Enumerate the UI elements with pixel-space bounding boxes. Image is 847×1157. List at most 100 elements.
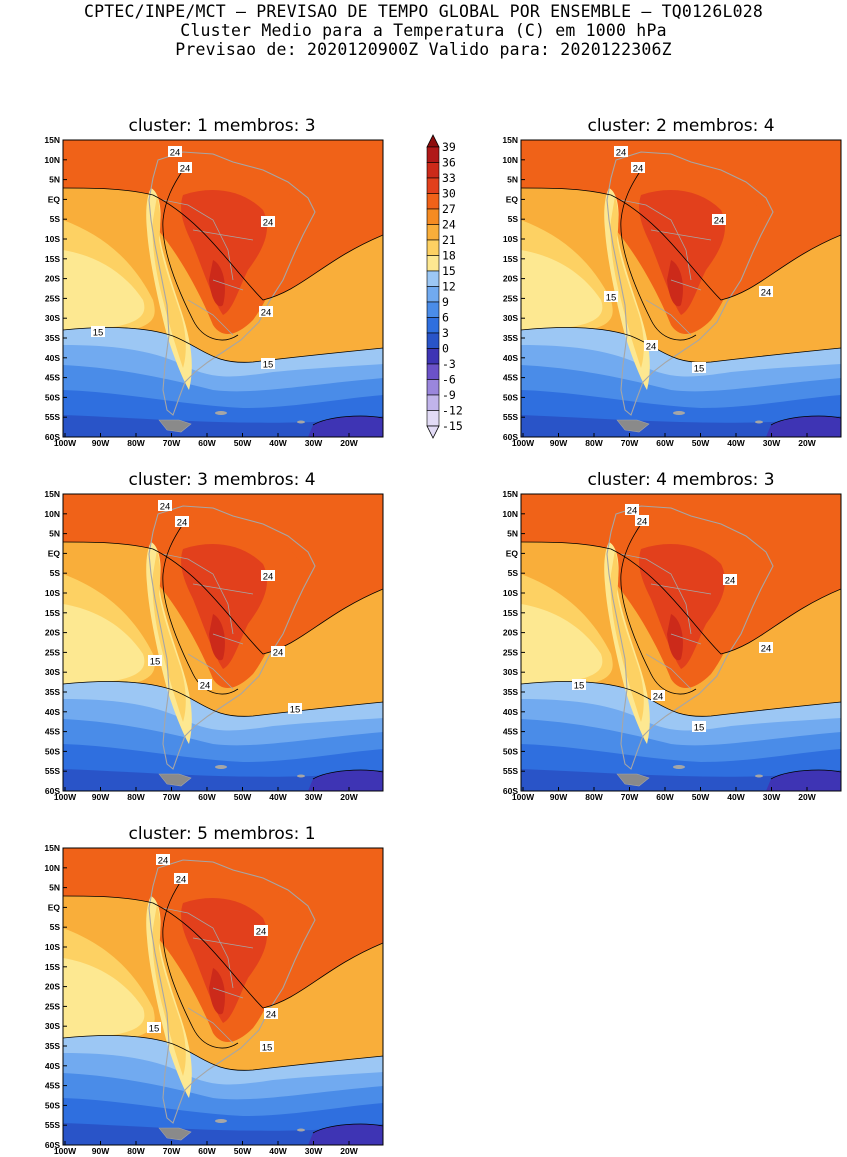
- lat-tick-label: 40S: [503, 707, 518, 717]
- contour-label: 15: [93, 328, 104, 339]
- lat-tick-label: 5S: [50, 922, 61, 932]
- lat-tick-label: 5S: [508, 568, 519, 578]
- contour-label: 24: [725, 576, 736, 587]
- contour-label: 15: [574, 681, 585, 692]
- contour-label: 24: [158, 856, 169, 867]
- contour-label: 15: [694, 364, 705, 375]
- lon-tick-label: 70W: [163, 438, 181, 448]
- lon-tick-label: 50W: [234, 438, 252, 448]
- contour-label-box: [261, 358, 275, 369]
- temperature-field: [63, 494, 383, 791]
- contour-label: 24: [160, 502, 171, 513]
- lat-tick-label: 25S: [503, 293, 518, 303]
- lon-tick-label: 50W: [234, 1146, 252, 1156]
- lat-tick-label: 35S: [503, 333, 518, 343]
- panel-title: cluster: 2 membros: 4: [587, 116, 774, 136]
- lon-tick-label: 60W: [198, 438, 216, 448]
- lon-tick-label: 70W: [163, 792, 181, 802]
- panel-title: cluster: 4 membros: 3: [587, 470, 774, 490]
- contour-label-box: [261, 570, 275, 581]
- colorbar-level-label: 12: [442, 280, 456, 294]
- lat-tick-label: 60S: [503, 786, 518, 796]
- colorbar-level-label: -12: [442, 404, 463, 418]
- map-panel-2: cluster: 2 membros: 4 24 24 24 24 24 15 15 15N 10…: [502, 116, 842, 448]
- lat-tick-label: 45S: [45, 373, 60, 383]
- lat-tick-label: 15N: [44, 135, 60, 145]
- contour-label: 15: [149, 1024, 160, 1035]
- lon-tick-label: 40W: [269, 1146, 287, 1156]
- lon-tick-label: 40W: [269, 792, 287, 802]
- lon-tick-label: 100W: [54, 438, 77, 448]
- colorbar-swatch: [426, 146, 440, 163]
- contour-label: 24: [627, 506, 638, 517]
- contour-label: 24: [761, 644, 772, 655]
- lat-tick-label: 45S: [45, 1081, 60, 1091]
- contour-label: 24: [263, 572, 274, 583]
- contour-label-box: [158, 500, 172, 511]
- colorbar-swatch: [426, 224, 440, 241]
- contour-label-box: [712, 214, 726, 225]
- colorbar-level-label: 33: [442, 171, 456, 185]
- contour-label: 24: [273, 648, 284, 659]
- colorbar-swatch: [426, 270, 440, 287]
- contour-label: 15: [290, 705, 301, 716]
- lat-tick-label: 35S: [45, 333, 60, 343]
- lat-tick-label: 50S: [45, 746, 60, 756]
- lon-tick-label: 20W: [798, 792, 816, 802]
- lon-tick-label: 60W: [656, 438, 674, 448]
- contour-label: 24: [263, 218, 274, 229]
- panel-title: cluster: 3 membros: 4: [128, 470, 315, 490]
- contour-label-box: [625, 504, 639, 515]
- contour-label: 15: [694, 723, 705, 734]
- lat-tick-label: 5N: [49, 529, 60, 539]
- lat-tick-label: 10S: [45, 234, 60, 244]
- lat-tick-label: 30S: [503, 667, 518, 677]
- lon-tick-label: 20W: [798, 438, 816, 448]
- contour-label: 24: [177, 518, 188, 529]
- lon-tick-label: 30W: [305, 792, 323, 802]
- contour-label-box: [261, 216, 275, 227]
- contour-label-box: [759, 286, 773, 297]
- lon-tick-label: 70W: [621, 438, 639, 448]
- contour-label-box: [147, 1022, 161, 1033]
- lon-tick-label: 70W: [621, 792, 639, 802]
- temperature-field: [521, 140, 841, 437]
- contour-label: 24: [646, 342, 657, 353]
- colorbar-level-label: -6: [442, 373, 456, 387]
- contour-label: 24: [266, 1010, 277, 1021]
- lon-tick-label: 40W: [727, 438, 745, 448]
- colorbar-swatch: [426, 410, 440, 427]
- colorbar-level-label: 15: [442, 264, 456, 278]
- lat-tick-label: 10N: [44, 155, 60, 165]
- lon-tick-label: 80W: [127, 1146, 145, 1156]
- lat-tick-label: 5S: [50, 214, 61, 224]
- contour-label: 24: [170, 148, 181, 159]
- contour-label-box: [651, 690, 665, 701]
- contour-label-box: [288, 703, 302, 714]
- lat-tick-label: 30S: [45, 1021, 60, 1031]
- lat-tick-label: 10S: [503, 588, 518, 598]
- lon-tick-label: 50W: [234, 792, 252, 802]
- contour-label: 24: [261, 308, 272, 319]
- lat-tick-label: 25S: [45, 647, 60, 657]
- lon-tick-label: 20W: [340, 1146, 358, 1156]
- lat-tick-label: 20S: [45, 982, 60, 992]
- lat-tick-label: EQ: [48, 548, 61, 558]
- lat-tick-label: 5S: [508, 214, 519, 224]
- contour-label-box: [178, 162, 192, 173]
- lat-tick-label: 35S: [45, 1041, 60, 1051]
- lat-tick-label: 55S: [45, 1120, 60, 1130]
- lat-tick-label: 40S: [503, 353, 518, 363]
- lon-tick-label: 30W: [763, 792, 781, 802]
- contour-label: 24: [180, 164, 191, 175]
- colorbar-swatch: [426, 239, 440, 256]
- lat-tick-label: 30S: [503, 313, 518, 323]
- colorbar-level-label: 18: [442, 249, 456, 263]
- lat-tick-label: 5S: [50, 568, 61, 578]
- lat-tick-label: 35S: [503, 687, 518, 697]
- contour-label-box: [91, 326, 105, 337]
- colorbar-swatch: [426, 348, 440, 365]
- lat-tick-label: 10N: [44, 863, 60, 873]
- colorbar-level-label: -9: [442, 388, 456, 402]
